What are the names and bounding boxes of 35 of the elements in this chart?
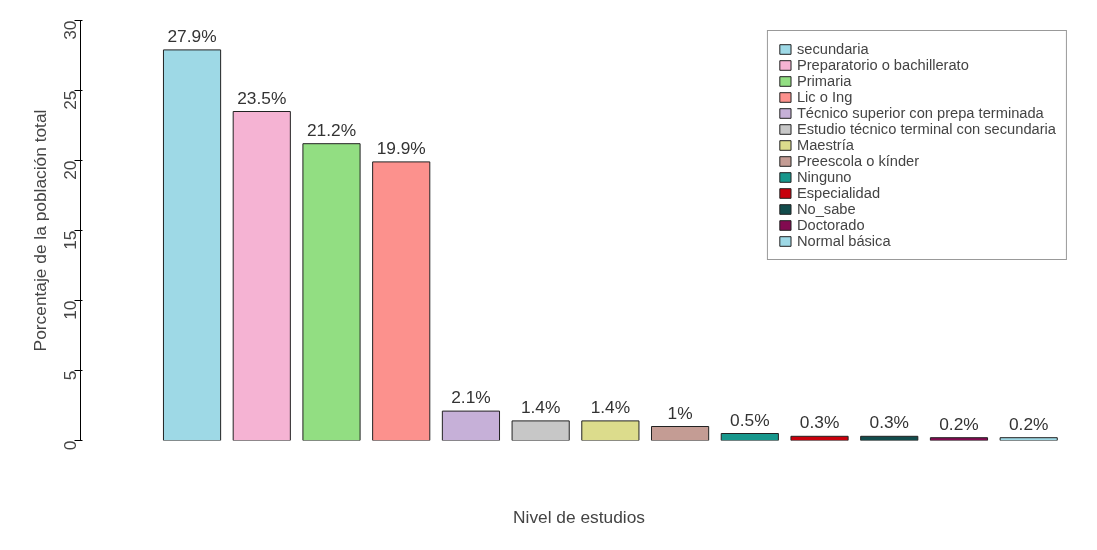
legend-label: Ninguno [796, 169, 852, 185]
y-tick-label: 5 [59, 370, 80, 381]
legend-label: No_sabe [796, 201, 856, 217]
y-tick-label: 10 [59, 300, 80, 320]
y-tick-label: 15 [59, 230, 80, 250]
data-label: 1% [667, 402, 693, 423]
legend-label: Doctorado [796, 217, 865, 233]
data-label: 27.9% [167, 25, 217, 46]
legend-label: Preescola o kínder [796, 153, 920, 169]
data-label: 0.3% [799, 412, 840, 433]
y-tick-label: 0 [59, 440, 80, 451]
data-label: 1.4% [520, 396, 561, 417]
data-label: 23.5% [237, 87, 287, 108]
legend-label: Preparatorio o bachillerato [796, 57, 969, 73]
legend-label: Estudio técnico terminal con secundaria [796, 121, 1056, 137]
y-axis-title: Porcentaje de la población total [29, 109, 50, 352]
legend-label: Primaria [796, 73, 852, 89]
x-axis-title: Nivel de estudios [513, 506, 646, 527]
legend-label: Especialidad [796, 185, 881, 201]
legend-label: Maestría [796, 137, 854, 153]
data-label: 21.2% [306, 119, 357, 140]
data-label: 0.3% [869, 412, 910, 433]
legend-label: Lic o Ing [796, 89, 853, 105]
data-label: 2.1% [451, 387, 491, 408]
legend-label: secundaria [796, 41, 869, 57]
y-tick-label: 30 [59, 20, 80, 40]
data-label: 0.2% [939, 413, 979, 434]
data-label: 19.9% [376, 137, 426, 158]
y-tick-label: 20 [59, 160, 80, 180]
data-label: 0.5% [730, 409, 770, 430]
data-label: 0.2% [1008, 413, 1049, 434]
legend-label: Técnico superior con prepa terminada [796, 105, 1044, 121]
y-tick-label: 25 [59, 90, 80, 110]
legend-label: Normal básica [796, 233, 891, 249]
data-label: 1.4% [590, 396, 631, 417]
